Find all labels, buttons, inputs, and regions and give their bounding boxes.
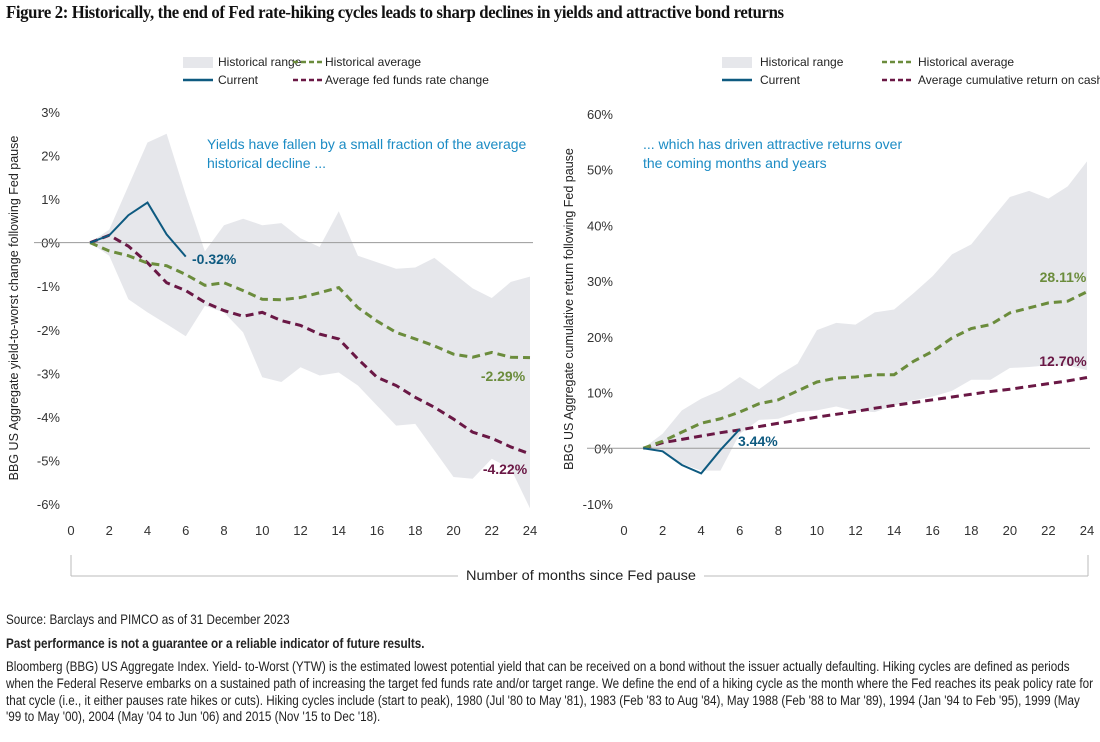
- y-tick-label: 60%: [587, 107, 613, 122]
- legend-swatch-historical-range: [722, 57, 752, 68]
- y-axis-title: BBG US Aggregate cumulative return follo…: [562, 148, 576, 470]
- series-line-secondary-average: [89, 233, 531, 456]
- x-tick-label: 2: [659, 523, 666, 538]
- data-label-historical-average: -2.29%: [481, 368, 526, 384]
- y-tick-label: 40%: [587, 218, 613, 233]
- x-axis-bracket: Number of months since Fed pause: [70, 555, 1089, 583]
- x-tick-label: 0: [67, 523, 74, 538]
- y-tick-label: 50%: [587, 163, 613, 178]
- chart-annotation: historical decline ...: [207, 155, 326, 171]
- series-line-historical-average: [642, 290, 1088, 450]
- legend-label-historical-average: Historical average: [918, 55, 1014, 69]
- x-tick-label: 10: [255, 523, 269, 538]
- left-chart-yield-change: Historical range Current Historical averag…: [7, 55, 537, 538]
- y-tick-label: 30%: [587, 274, 613, 289]
- y-tick-label: -3%: [37, 366, 61, 381]
- data-label-secondary-average: -4.22%: [483, 461, 528, 477]
- x-tick-label: 18: [408, 523, 422, 538]
- x-tick-label: 4: [144, 523, 151, 538]
- x-tick-label: 24: [1080, 523, 1094, 538]
- chart-figure: Historical range Current Historical averag…: [7, 55, 1100, 583]
- y-tick-label: 2%: [41, 149, 60, 164]
- y-tick-label: -2%: [37, 323, 61, 338]
- y-tick-label: 3%: [41, 105, 60, 120]
- y-tick-label: 20%: [587, 330, 613, 345]
- y-tick-label: 1%: [41, 192, 60, 207]
- y-tick-label: -5%: [37, 453, 61, 468]
- series-line-current: [89, 201, 187, 258]
- legend-label-historical-average: Historical average: [325, 55, 421, 69]
- source-note: Source: Barclays and PIMCO as of 31 Dece…: [6, 612, 290, 627]
- y-tick-label: 10%: [587, 386, 613, 401]
- x-tick-label: 14: [887, 523, 901, 538]
- y-tick-label: -10%: [583, 497, 614, 512]
- y-axis-title: BBG US Aggregate yield-to-worst change f…: [7, 136, 21, 481]
- x-tick-label: 6: [182, 523, 189, 538]
- legend-label-secondary-average: Average cumulative return on cash: [918, 73, 1100, 87]
- legend-label-historical-range: Historical range: [760, 55, 844, 69]
- right-chart-cumulative-return: Historical range Current Historical averag…: [562, 55, 1100, 538]
- series-line-secondary-average: [642, 376, 1088, 450]
- legend-label-current: Current: [218, 73, 259, 87]
- x-tick-label: 20: [1003, 523, 1017, 538]
- historical-range-band: [643, 161, 1087, 471]
- chart-annotation: ... which has driven attractive returns …: [643, 136, 902, 152]
- x-tick-label: 0: [620, 523, 627, 538]
- x-tick-label: 18: [964, 523, 978, 538]
- data-label-secondary-average: 12.70%: [1039, 353, 1087, 369]
- legend-label-historical-range: Historical range: [218, 55, 302, 69]
- chart-annotation: the coming months and years: [643, 155, 827, 171]
- y-tick-label: -6%: [37, 497, 61, 512]
- x-tick-label: 8: [775, 523, 782, 538]
- x-tick-label: 16: [925, 523, 939, 538]
- historical-range-band: [90, 133, 530, 509]
- legend-swatch-historical-range: [183, 57, 213, 68]
- x-tick-label: 22: [485, 523, 499, 538]
- x-tick-label: 16: [370, 523, 384, 538]
- x-tick-label: 14: [332, 523, 346, 538]
- data-label-current: 3.44%: [738, 433, 778, 449]
- data-label-current: -0.32%: [192, 251, 237, 267]
- data-label-historical-average: 28.11%: [1040, 269, 1087, 285]
- legend-label-current: Current: [760, 73, 801, 87]
- x-tick-label: 24: [523, 523, 537, 538]
- x-tick-label: 6: [736, 523, 743, 538]
- x-axis-title: Number of months since Fed pause: [466, 568, 696, 583]
- x-tick-label: 12: [293, 523, 307, 538]
- x-tick-label: 22: [1041, 523, 1055, 538]
- x-tick-label: 10: [810, 523, 824, 538]
- y-tick-label: -4%: [37, 410, 61, 425]
- x-tick-label: 20: [446, 523, 460, 538]
- x-tick-label: 8: [220, 523, 227, 538]
- series-line-current: [643, 428, 741, 475]
- disclaimer: Past performance is not a guarantee or a…: [6, 636, 425, 651]
- x-tick-label: 12: [848, 523, 862, 538]
- figure-title: Figure 2: Historically, the end of Fed r…: [6, 2, 784, 22]
- x-tick-label: 2: [106, 523, 113, 538]
- footnotes: Bloomberg (BBG) US Aggregate Index. Yiel…: [6, 659, 1094, 725]
- legend-label-secondary-average: Average fed funds rate change: [325, 73, 489, 87]
- y-tick-label: -1%: [37, 279, 61, 294]
- x-tick-label: 4: [698, 523, 705, 538]
- chart-annotation: Yields have fallen by a small fraction o…: [207, 136, 527, 152]
